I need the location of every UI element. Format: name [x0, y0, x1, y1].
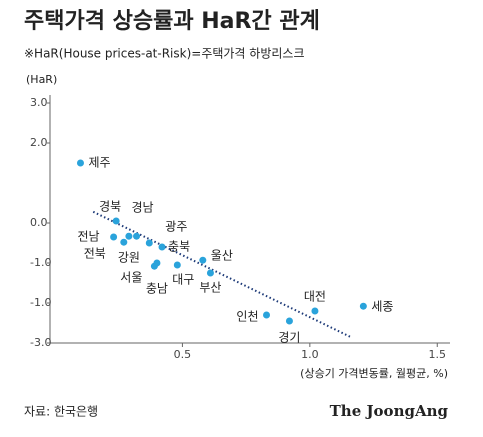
point: [125, 232, 133, 240]
y-tick-label: 3.0: [30, 96, 48, 109]
point: [145, 239, 153, 247]
point-label: 울산: [211, 249, 233, 263]
chart-title: 주택가격 상승률과 HaR간 관계: [24, 9, 320, 34]
y-tick-label: 2.0: [30, 136, 48, 149]
y-tick-label: 0.0: [30, 216, 48, 229]
subtitle: ※HaR(House prices-at-Risk)=주택가격 하방리스크: [24, 47, 305, 61]
brand: The JoongAng: [330, 402, 449, 420]
point-label: 강원: [118, 251, 140, 265]
point-label: 인천: [236, 309, 258, 324]
y-tick-label: -1.0: [30, 296, 51, 309]
point: [76, 159, 84, 167]
point: [206, 269, 214, 277]
point-label: 전북: [84, 247, 106, 261]
point: [110, 233, 118, 241]
point-label: 광주: [165, 220, 187, 234]
point-label: 경기: [278, 331, 300, 345]
point-label: 제주: [88, 156, 110, 170]
point: [199, 256, 207, 264]
y-tick-label: -1.0: [30, 256, 51, 269]
point-label: 부산: [199, 281, 221, 295]
x-tick-label: 1.5: [429, 348, 447, 361]
point-label: 서울: [120, 271, 142, 285]
point: [173, 261, 181, 269]
x-axis-label: (상승기 가격변동률, 월평균, %): [300, 367, 448, 380]
point-label: 세종: [371, 300, 393, 314]
y-axis-label: (HaR): [26, 73, 57, 86]
point: [133, 232, 141, 240]
point: [158, 243, 166, 251]
point: [120, 238, 128, 246]
y-tick-label: -3.0: [30, 336, 51, 349]
point-label: 충남: [146, 282, 168, 296]
source: 자료: 한국은행: [24, 404, 98, 419]
point: [153, 259, 161, 267]
point-label: 충북: [168, 240, 190, 254]
point: [285, 317, 293, 325]
point: [112, 217, 120, 225]
point-label: 경북: [99, 200, 121, 214]
point-label: 대구: [172, 273, 194, 287]
point-label: 전남: [78, 230, 100, 244]
x-tick-label: 0.5: [174, 348, 192, 361]
point: [359, 302, 367, 310]
point: [263, 311, 271, 319]
x-tick-label: 1.0: [301, 348, 319, 361]
point-label: 경남: [132, 201, 154, 215]
point: [311, 307, 319, 315]
point-label: 대전: [304, 290, 326, 304]
